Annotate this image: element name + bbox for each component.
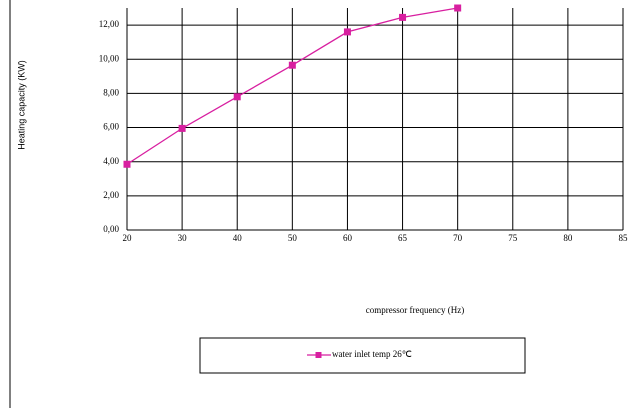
- x-tick-label: 30: [178, 233, 188, 243]
- y-tick-label: 2,00: [103, 190, 119, 200]
- legend-box: [199, 337, 526, 374]
- y-tick-label: 6,00: [103, 122, 119, 132]
- x-tick-label: 70: [453, 233, 463, 243]
- x-tick-label: 75: [508, 233, 518, 243]
- x-tick-label: 60: [343, 233, 353, 243]
- x-tick-label: 65: [398, 233, 408, 243]
- y-tick-label: 4,00: [103, 156, 119, 166]
- y-tick-label: 10,00: [99, 53, 120, 63]
- data-point: [399, 13, 407, 21]
- x-tick-label: 40: [233, 233, 243, 243]
- data-point: [233, 93, 241, 101]
- data-point: [288, 61, 296, 69]
- legend-marker: [315, 352, 322, 358]
- data-point: [454, 4, 462, 12]
- x-tick-label: 85: [619, 233, 628, 243]
- x-tick-label: 50: [288, 233, 298, 243]
- y-tick-label: 12,00: [99, 19, 120, 29]
- y-axis-label: Heating capacity (KW): [16, 60, 26, 150]
- y-tick-label: 0,00: [103, 224, 119, 234]
- data-point: [178, 124, 186, 132]
- x-tick-label: 20: [123, 233, 133, 243]
- x-axis-label: compressor frequency (Hz): [366, 305, 464, 315]
- data-point: [123, 160, 131, 168]
- legend-label: water inlet temp 26℃: [332, 349, 412, 359]
- data-point: [343, 28, 351, 36]
- y-tick-label: 8,00: [103, 87, 119, 97]
- x-tick-label: 80: [563, 233, 573, 243]
